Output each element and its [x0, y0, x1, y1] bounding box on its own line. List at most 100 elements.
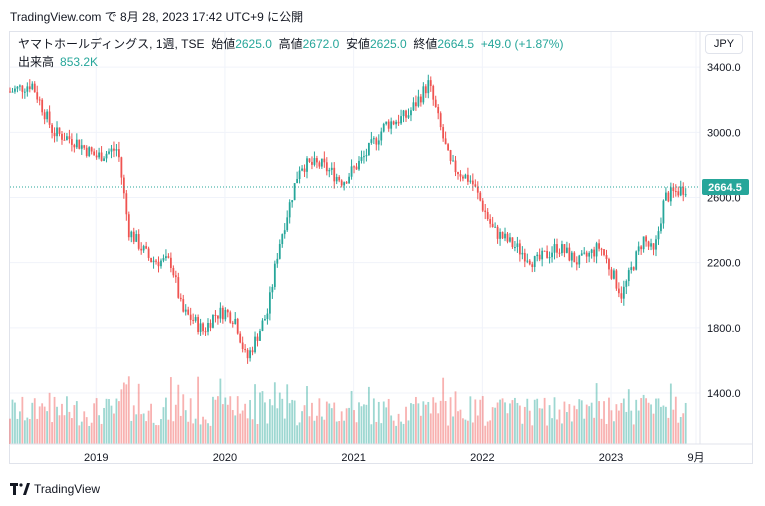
- volume-bar: [558, 409, 561, 444]
- candle-body: [415, 102, 417, 107]
- candle-body: [311, 161, 313, 165]
- volume-legend: 出来高 853.2K: [18, 53, 98, 70]
- candle-body: [254, 336, 256, 353]
- volume-bar: [118, 401, 120, 444]
- candle-body: [226, 309, 229, 313]
- volume-bar: [162, 407, 165, 444]
- volume-bar: [684, 402, 687, 444]
- volume-bar: [53, 396, 56, 444]
- candle-body: [528, 260, 531, 265]
- volume-bar: [509, 403, 511, 444]
- volume-bar: [51, 422, 53, 444]
- candle-body: [23, 91, 26, 93]
- volume-bar: [650, 404, 652, 444]
- candle-body: [48, 111, 51, 125]
- candle-body: [100, 152, 103, 161]
- candle-body: [682, 186, 685, 195]
- candle-body: [184, 309, 187, 312]
- candle-body: [281, 234, 284, 245]
- candle-body: [251, 350, 254, 353]
- candle-body: [437, 107, 440, 114]
- candle-body: [268, 292, 271, 314]
- volume-bar: [192, 423, 195, 444]
- footer-brand[interactable]: TradingView: [10, 482, 100, 496]
- volume-bar: [135, 414, 138, 444]
- last-price-label: 2664.5: [708, 182, 742, 194]
- candle-body: [588, 252, 591, 257]
- candle-body: [377, 140, 380, 145]
- candle-body: [674, 191, 677, 193]
- candle-body: [405, 110, 407, 118]
- candle-body: [481, 200, 484, 211]
- volume-bar: [662, 405, 665, 444]
- candle-body: [212, 314, 214, 328]
- candle-body: [306, 158, 308, 172]
- volume-bar: [484, 425, 487, 444]
- candle-body: [283, 230, 286, 235]
- volume-bar: [95, 398, 98, 444]
- grid-lines: [10, 32, 700, 444]
- candle-body: [105, 153, 108, 159]
- candle-body: [422, 86, 425, 103]
- volume-bar: [80, 421, 83, 444]
- candle-body: [316, 158, 318, 163]
- candle-body: [172, 267, 175, 276]
- volume-bar: [657, 398, 660, 444]
- candle-body: [442, 127, 445, 139]
- candle-body: [348, 176, 350, 184]
- candle-body: [516, 243, 519, 248]
- candle-body: [563, 244, 566, 253]
- volume-bar: [264, 402, 266, 444]
- y-tick-label: 1800.0: [707, 323, 741, 335]
- volume-bar: [241, 410, 244, 444]
- candle-body: [665, 192, 667, 201]
- volume-bar: [476, 415, 479, 444]
- volume-bar: [385, 407, 388, 444]
- volume-bar: [48, 392, 51, 444]
- volume-bar: [471, 422, 474, 444]
- volume-bar: [303, 405, 306, 444]
- volume-bar: [108, 399, 110, 444]
- volume-bar: [553, 397, 556, 444]
- candle-body: [620, 293, 623, 299]
- candle-body: [278, 244, 281, 259]
- volume-bar: [199, 424, 202, 444]
- volume-bar: [155, 425, 157, 444]
- candle-body: [541, 250, 544, 260]
- volume-bar: [439, 400, 442, 444]
- candle-body: [407, 115, 410, 118]
- candle-body: [214, 314, 217, 316]
- candle-body: [365, 155, 368, 157]
- volume-bar: [637, 410, 640, 444]
- volume-bar: [506, 413, 509, 444]
- candle-body: [375, 138, 378, 145]
- candle-body: [221, 307, 224, 320]
- candle-body: [533, 256, 536, 268]
- x-tick-label: 2020: [213, 452, 237, 464]
- candle-body: [83, 145, 86, 148]
- candle-body: [518, 243, 521, 255]
- candle-body: [219, 307, 222, 319]
- volume-bar: [125, 384, 128, 444]
- candle-body: [400, 116, 402, 124]
- volume-bar: [236, 396, 239, 444]
- volume-bar: [617, 410, 620, 444]
- volume-bar: [271, 405, 274, 444]
- candle-body: [640, 246, 643, 250]
- candle-body: [452, 160, 454, 162]
- candle-body: [657, 231, 660, 240]
- volume-bar: [543, 397, 546, 444]
- candle-body: [491, 223, 494, 228]
- volume-bar: [645, 398, 648, 444]
- currency-button[interactable]: JPY: [705, 34, 743, 54]
- candle-body: [647, 241, 650, 247]
- candle-body: [402, 110, 405, 117]
- volume-bar: [11, 399, 14, 444]
- candle-body: [192, 319, 195, 321]
- y-tick-label: 3400.0: [707, 62, 741, 74]
- volume-bar: [528, 410, 531, 444]
- volume-bar: [249, 400, 251, 444]
- volume-bar: [226, 404, 229, 444]
- candle-body: [454, 160, 457, 173]
